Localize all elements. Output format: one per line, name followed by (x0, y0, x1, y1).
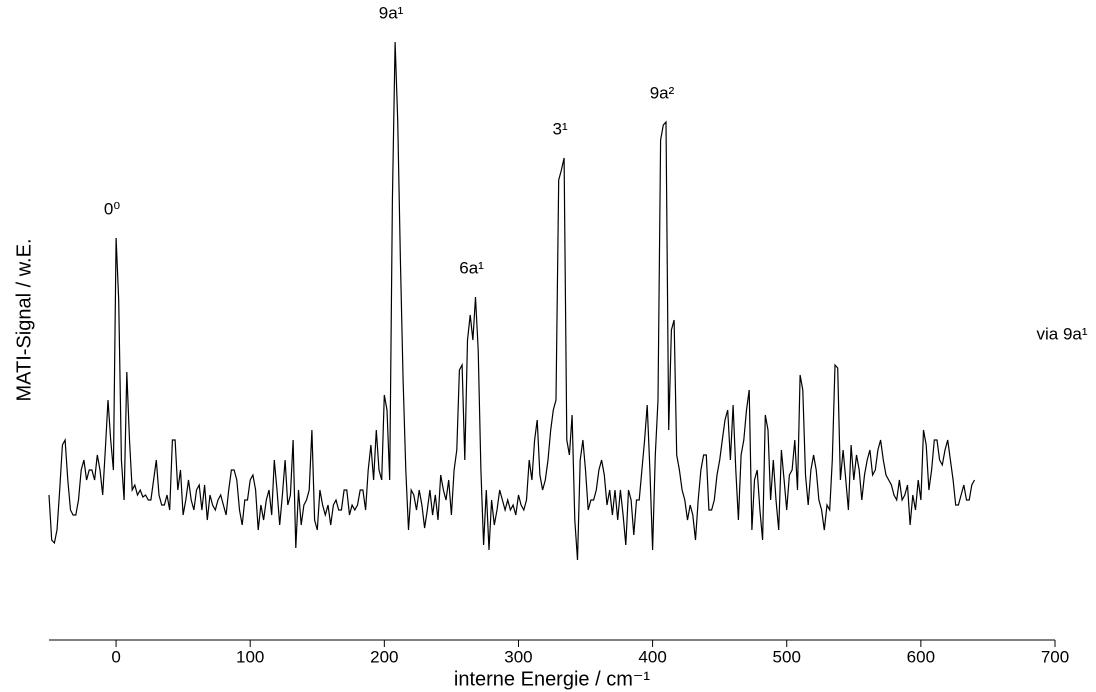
x-tick-label: 0 (111, 647, 120, 666)
spectrum-line (48, 41, 976, 561)
peak-label: 9a² (650, 83, 675, 102)
x-tick-label: 500 (773, 647, 801, 666)
peak-label: 3¹ (553, 119, 568, 138)
peak-label: 9a¹ (379, 3, 404, 22)
note: via 9a¹ (1036, 324, 1087, 343)
x-tick-label: 100 (236, 647, 264, 666)
x-axis-title: interne Energie / cm⁻¹ (454, 668, 651, 690)
x-tick-label: 600 (907, 647, 935, 666)
x-tick-label: 400 (638, 647, 666, 666)
peak-label: 0⁰ (104, 199, 120, 218)
x-tick-label: 200 (370, 647, 398, 666)
y-axis-title: MATI-Signal / w.E. (13, 238, 35, 401)
peak-label: 6a¹ (459, 258, 484, 277)
x-tick-label: 300 (504, 647, 532, 666)
x-tick-label: 700 (1041, 647, 1069, 666)
